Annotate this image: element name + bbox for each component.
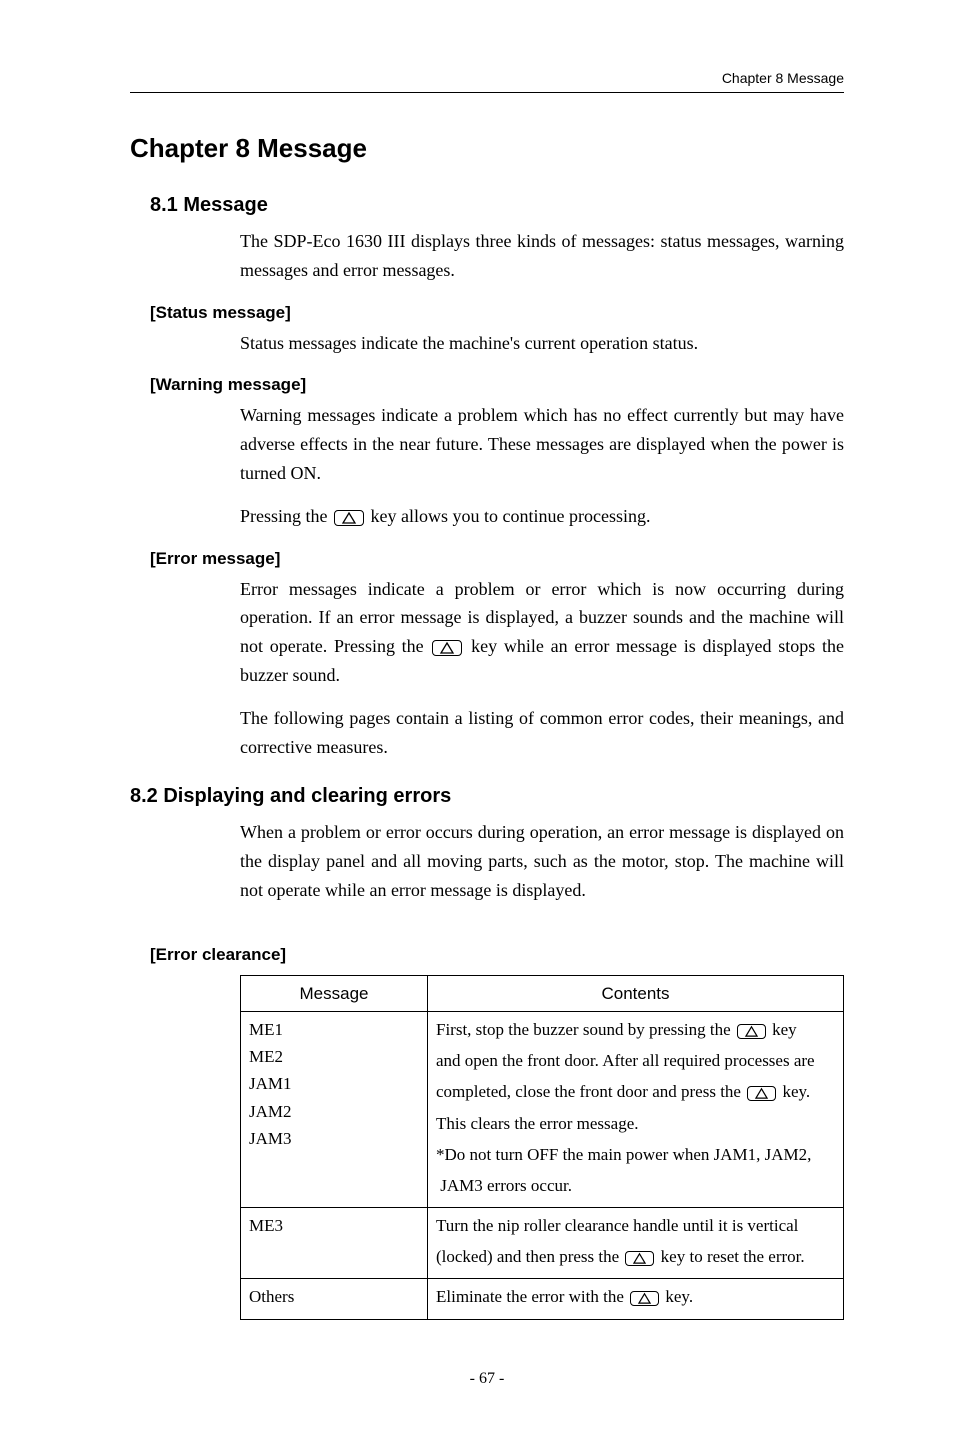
warning-p2: Pressing the key allows you to continue … [240,502,844,531]
clearance-table-wrap: Message Contents ME1 ME2 JAM1 JAM2 JAM3 … [240,975,844,1320]
me3-contents: Turn the nip roller clearance handle unt… [428,1208,844,1279]
section-8-1-intro: The SDP-Eco 1630 III displays three kind… [240,227,844,285]
status-body: Status messages indicate the machine's c… [240,329,844,358]
error-body: Error messages indicate a problem or err… [240,575,844,762]
group1-messages: ME1 ME2 JAM1 JAM2 JAM3 [241,1011,428,1207]
chapter-title: Chapter 8 Message [130,133,844,164]
stop-key-icon [737,1024,766,1039]
section-8-1-heading: 8.1 Message [150,194,844,217]
status-text: Status messages indicate the machine's c… [240,329,844,358]
me3-l2-after: key to reset the error. [656,1247,804,1266]
others-l1-before: Eliminate the error with the [436,1287,628,1306]
msg-me2: ME2 [249,1043,419,1070]
header-rule [130,92,844,93]
error-clearance-table: Message Contents ME1 ME2 JAM1 JAM2 JAM3 … [240,975,844,1320]
warning-p2-after: key allows you to continue processing. [366,506,650,526]
status-heading: [Status message] [150,303,844,323]
col-contents: Contents [428,975,844,1011]
g1-l2: and open the front door. After all requi… [436,1047,835,1074]
g1-l5: *Do not turn OFF the main power when JAM… [436,1141,835,1168]
stop-key-icon [432,640,462,656]
stop-key-icon [747,1086,776,1101]
msg-me1: ME1 [249,1016,419,1043]
msg-me3: ME3 [241,1208,428,1279]
me3-l1: Turn the nip roller clearance handle unt… [436,1212,835,1239]
section-8-2-body: When a problem or error occurs during op… [240,818,844,904]
g1-l3-before: completed, close the front door and pres… [436,1082,745,1101]
intro-text-before: The SDP-Eco 1630 [240,231,388,251]
stop-key-icon [625,1251,654,1266]
warning-p2-before: Pressing the [240,506,332,526]
g1-l1-after: key [768,1020,797,1039]
others-l1-after: key. [661,1287,693,1306]
me3-l2-before: (locked) and then press the [436,1247,623,1266]
warning-p1: Warning messages indicate a problem whic… [240,401,844,487]
col-message: Message [241,975,428,1011]
warning-body: Warning messages indicate a problem whic… [240,401,844,530]
stop-key-icon [630,1291,659,1306]
stop-key-icon [334,510,364,526]
error-p2: The following pages contain a listing of… [240,704,844,762]
msg-jam3: JAM3 [249,1125,419,1152]
msg-others: Others [241,1279,428,1319]
group1-contents: First, stop the buzzer sound by pressing… [428,1011,844,1207]
s82-p1: When a problem or error occurs during op… [240,818,844,904]
msg-jam1: JAM1 [249,1070,419,1097]
clearance-heading: [Error clearance] [150,945,844,965]
running-head: Chapter 8 Message [130,70,844,86]
roman-three: III [388,231,406,251]
error-p1: Error messages indicate a problem or err… [240,575,844,690]
warning-heading: [Warning message] [150,375,844,395]
msg-jam2: JAM2 [249,1098,419,1125]
g1-l1-before: First, stop the buzzer sound by pressing… [436,1020,735,1039]
others-contents: Eliminate the error with the key. [428,1279,844,1319]
section-8-2-heading: 8.2 Displaying and clearing errors [130,785,844,808]
g1-l6: JAM3 errors occur. [436,1172,835,1199]
g1-l3-after: key. [778,1082,810,1101]
error-heading: [Error message] [150,549,844,569]
g1-l4: This clears the error message. [436,1110,835,1137]
page-number: - 67 - [130,1370,844,1388]
